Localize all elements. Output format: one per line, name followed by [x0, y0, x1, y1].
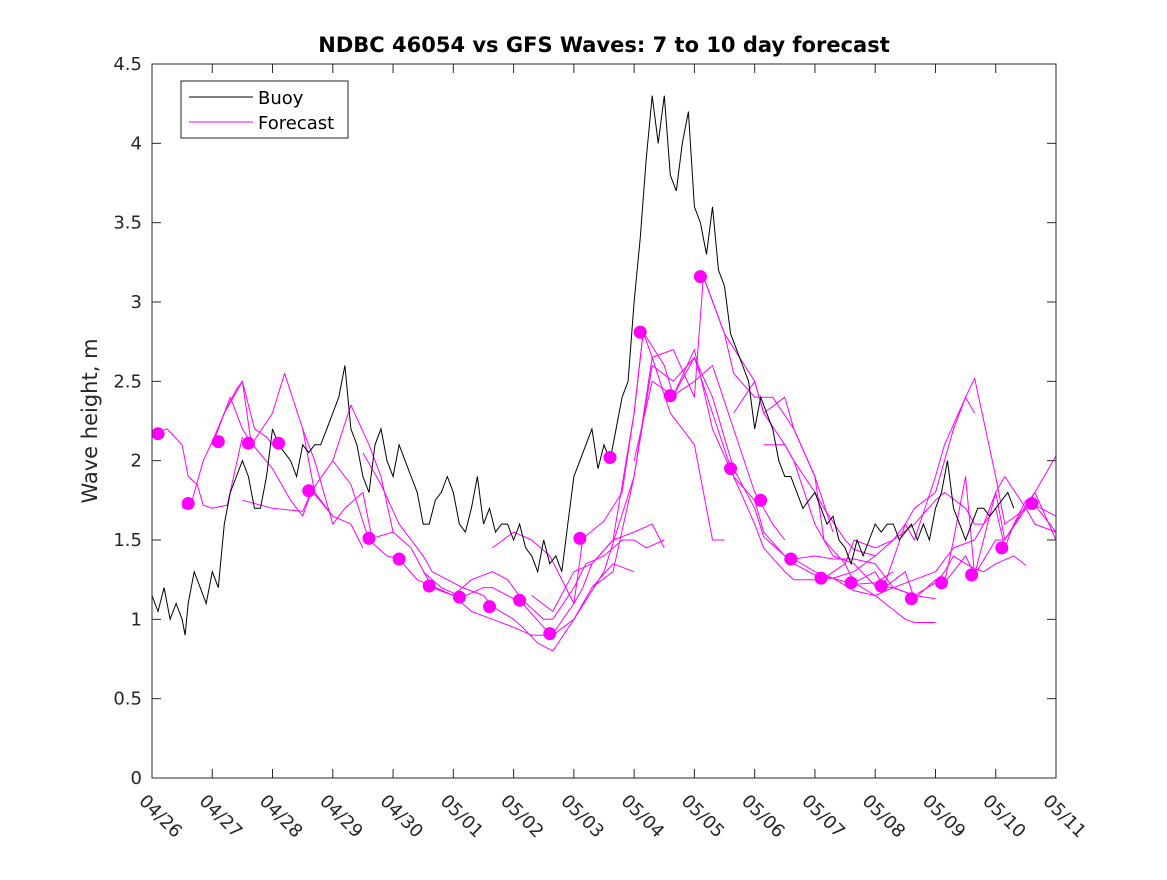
forecast-lines: [151, 276, 1057, 652]
y-tick-label: 4: [131, 133, 142, 154]
legend-buoy-label: Buoy: [258, 88, 304, 109]
forecast-marker: [543, 627, 557, 641]
legend-box: [180, 80, 349, 139]
forecast-marker: [724, 462, 738, 476]
forecast-marker: [1025, 497, 1039, 510]
buoy-line: [151, 95, 1015, 636]
forecast-marker: [211, 435, 225, 449]
forecast-marker: [693, 270, 707, 284]
forecast-marker: [874, 579, 888, 593]
y-tick-label: 0.5: [113, 689, 142, 710]
forecast-marker: [362, 531, 376, 545]
forecast-line-2: [181, 380, 273, 509]
y-tick-label: 1: [131, 609, 142, 630]
forecast-line-18: [733, 380, 976, 557]
axes-box: [151, 63, 1057, 779]
forecast-marker: [995, 541, 1009, 555]
plot-area: [152, 64, 1056, 778]
forecast-line-4: [211, 396, 364, 549]
forecast-marker: [935, 576, 948, 590]
forecast-line-20: [793, 455, 1057, 589]
forecast-line-6: [302, 428, 454, 596]
forecast-marker: [452, 590, 466, 604]
forecast-line-22: [853, 476, 1057, 600]
forecast-markers: [151, 270, 1039, 641]
y-tick-label: 3.5: [113, 213, 142, 234]
forecast-marker: [483, 600, 496, 614]
forecast-marker: [422, 579, 436, 593]
forecast-line-10: [452, 539, 665, 620]
y-axis-label: Wave height, m: [78, 338, 102, 503]
forecast-marker: [603, 451, 617, 464]
forecast-line-16: [672, 349, 936, 600]
y-tick-label: 2.5: [113, 371, 142, 392]
forecast-line-21: [823, 491, 1057, 579]
forecast-line-12: [531, 331, 786, 612]
forecast-line-11: [492, 331, 725, 604]
forecast-line-23: [883, 377, 1057, 587]
forecast-marker: [663, 389, 677, 403]
forecast-marker: [814, 571, 828, 585]
forecast-marker: [181, 497, 195, 510]
forecast-line-8: [362, 452, 635, 652]
forecast-marker: [633, 325, 647, 339]
forecast-marker: [904, 592, 918, 606]
forecast-marker: [844, 576, 858, 590]
y-tick-label: 3: [131, 292, 142, 313]
forecast-marker: [272, 436, 286, 450]
legend-forecast-label: Forecast: [258, 113, 334, 134]
forecast-marker: [392, 552, 406, 566]
forecast-line-3: [211, 372, 334, 517]
y-tick-label: 4.5: [113, 54, 142, 75]
forecast-marker: [573, 531, 587, 545]
forecast-line-1: [151, 428, 243, 509]
chart-title: NDBC 46054 vs GFS Waves: 7 to 10 day for…: [318, 33, 889, 57]
y-axis-ticks: 0 0.5 1 1.5 2 2.5 3 3.5 4 4.5: [113, 54, 1056, 789]
y-tick-label: 2: [131, 451, 142, 472]
forecast-marker: [784, 552, 798, 566]
forecast-marker: [965, 568, 979, 582]
forecast-marker: [513, 593, 527, 607]
y-tick-label: 1.5: [113, 530, 142, 551]
y-tick-label: 0: [131, 768, 142, 789]
forecast-marker: [241, 436, 255, 450]
forecast-marker: [302, 484, 316, 498]
forecast-line-17: [702, 276, 936, 623]
forecast-marker: [151, 427, 165, 441]
legend: Buoy Forecast: [180, 80, 349, 139]
forecast-marker: [754, 493, 768, 507]
buoy-line-group: [151, 95, 1015, 636]
